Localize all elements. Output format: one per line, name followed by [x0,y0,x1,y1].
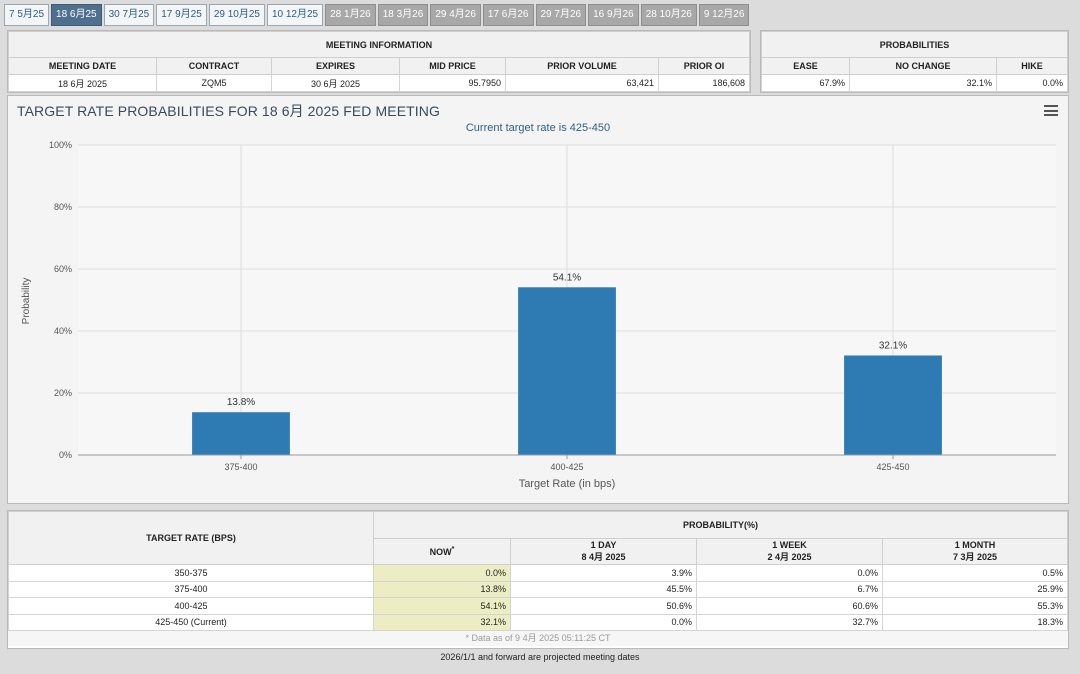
now-cell: 0.0% [373,564,511,582]
one-day-header: 1 DAY 8 4月 2025 [510,538,697,565]
mid-price-header: MID PRICE [399,57,506,75]
table-row: 425-450 (Current) 32.1% 0.0% 32.7% 18.3% [8,613,1068,631]
expires-value: 30 6月 2025 [271,74,400,92]
ease-value: 67.9% [761,74,850,92]
meeting-tab[interactable]: 17 6月26 [482,4,534,26]
meeting-tab[interactable]: 28 10月26 [640,4,697,26]
x-tick-label: 375-400 [224,462,257,472]
y-tick-label: 20% [54,388,72,398]
rate-cell: 425-450 (Current) [8,613,374,631]
y-tick-label: 40% [54,326,72,336]
x-tick-label: 425-450 [876,462,909,472]
expires-header: EXPIRES [271,57,400,75]
one-day-cell: 0.0% [510,613,697,631]
one-day-cell: 3.9% [510,564,697,582]
hike-value: 0.0% [996,74,1068,92]
meeting-tab[interactable]: 7 5月25 [4,4,50,26]
data-as-of: * Data as of 9 4月 2025 05:11:25 CT [8,631,1068,646]
bar-chart: Q 0%20%40%60%80%100%13.8%375-40054.1%400… [21,140,1056,490]
meeting-date-header: MEETING DATE [8,57,157,75]
one-week-header: 1 WEEK 2 4月 2025 [696,538,883,565]
now-cell: 32.1% [373,613,511,631]
one-month-header: 1 MONTH 7 3月 2025 [882,538,1068,565]
chart-menu-icon[interactable] [1044,105,1058,116]
table-row: 375-400 13.8% 45.5% 6.7% 25.9% [8,580,1068,598]
one-week-cell: 60.6% [696,597,883,615]
meeting-tab[interactable]: 9 12月26 [698,4,750,26]
ease-header: EASE [761,57,850,75]
prior-oi-header: PRIOR OI [658,57,750,75]
no-change-header: NO CHANGE [849,57,997,75]
rate-cell: 375-400 [8,580,374,598]
meeting-tab[interactable]: 29 4月26 [430,4,481,26]
one-day-cell: 45.5% [510,580,697,598]
chart-title: TARGET RATE PROBABILITIES FOR 18 6月 2025… [17,103,440,119]
bar-400-425[interactable] [518,287,616,455]
y-tick-label: 0% [59,450,72,460]
target-rate-header: TARGET RATE (BPS) [8,511,374,565]
probabilities-panel: PROBABILITIES EASE NO CHANGE HIKE 67.9% … [760,30,1069,93]
meeting-tab[interactable]: 30 7月25 [103,4,155,26]
y-tick-label: 100% [49,140,72,150]
bar-425-450[interactable] [844,355,942,455]
projected-dates-footnote: 2026/1/1 and forward are projected meeti… [440,652,640,662]
probability-header: PROBABILITY(%) [373,511,1068,539]
meeting-info-panel: MEETING INFORMATION MEETING DATE CONTRAC… [7,30,751,93]
bar-data-label: 54.1% [553,272,581,283]
prior-volume-header: PRIOR VOLUME [505,57,659,75]
one-week-cell: 0.0% [696,564,883,582]
one-month-cell: 55.3% [882,597,1068,615]
mid-price-value: 95.7950 [399,74,506,92]
chart-subtitle: Current target rate is 425-450 [465,122,611,134]
bar-data-label: 32.1% [879,340,907,351]
prior-oi-value: 186,608 [658,74,750,92]
one-month-cell: 0.5% [882,564,1068,582]
bar-375-400[interactable] [192,412,290,455]
y-axis-label: Probability [21,278,32,325]
meeting-tab[interactable]: 18 3月26 [377,4,429,26]
table-row: 350-375 0.0% 3.9% 0.0% 0.5% [8,564,1068,582]
probabilities-title: PROBABILITIES [761,31,1068,58]
meeting-tab[interactable]: 29 7月26 [535,4,587,26]
contract-header: CONTRACT [156,57,272,75]
y-tick-label: 60% [54,264,72,274]
meeting-tab[interactable]: 18 6月25 [51,4,102,26]
one-month-cell: 18.3% [882,613,1068,631]
table-row: 400-425 54.1% 50.6% 60.6% 55.3% [8,597,1068,615]
one-month-cell: 25.9% [882,580,1068,598]
prior-volume-value: 63,421 [505,74,659,92]
meeting-tab[interactable]: 29 10月25 [208,4,265,26]
one-week-cell: 6.7% [696,580,883,598]
no-change-value: 32.1% [849,74,997,92]
meeting-tab[interactable]: 16 9月26 [588,4,639,26]
meeting-info-title: MEETING INFORMATION [8,31,750,58]
meeting-tab[interactable]: 17 9月25 [156,4,207,26]
meeting-tab[interactable]: 10 12月25 [266,4,324,26]
rate-cell: 400-425 [8,597,374,615]
chart-panel: TARGET RATE PROBABILITIES FOR 18 6月 2025… [7,95,1069,504]
meeting-tab[interactable]: 28 1月26 [325,4,376,26]
contract-value: ZQM5 [156,74,272,92]
x-tick-label: 400-425 [550,462,583,472]
now-cell: 54.1% [373,597,511,615]
meeting-date-value: 18 6月 2025 [8,74,157,92]
bar-data-label: 13.8% [227,397,255,408]
meeting-tabs: 7 5月25 18 6月25 30 7月25 17 9月25 29 10月25 10 12… [4,4,750,28]
y-tick-label: 80% [54,202,72,212]
one-week-cell: 32.7% [696,613,883,631]
probability-table-panel: TARGET RATE (BPS) PROBABILITY(%) NOW* 1 … [7,510,1069,649]
x-axis-label: Target Rate (in bps) [519,478,616,490]
hike-header: HIKE [996,57,1068,75]
rate-cell: 350-375 [8,564,374,582]
probability-table: TARGET RATE (BPS) PROBABILITY(%) NOW* 1 … [8,511,1068,631]
now-cell: 13.8% [373,580,511,598]
now-header: NOW* [373,538,511,565]
one-day-cell: 50.6% [510,597,697,615]
